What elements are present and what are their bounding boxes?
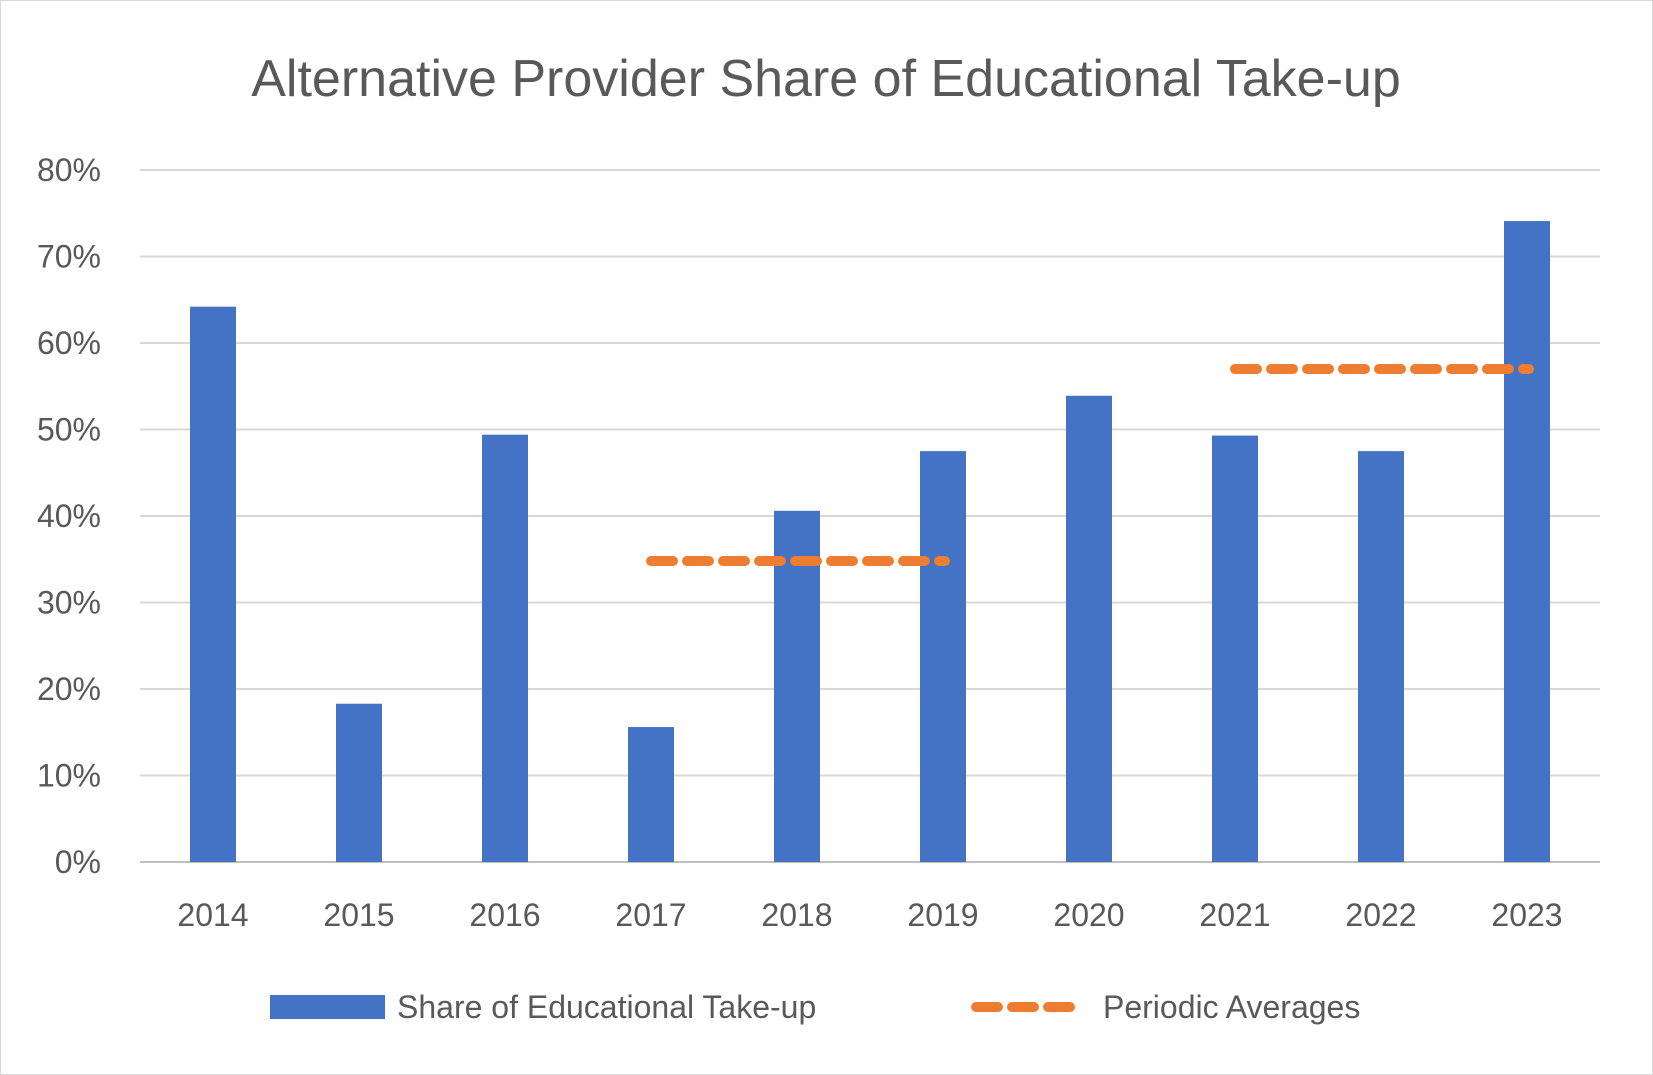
legend-swatch-bars <box>270 995 385 1019</box>
bar <box>190 306 236 862</box>
y-tick-label: 10% <box>37 758 101 794</box>
x-tick-label: 2015 <box>323 897 394 933</box>
bar <box>1066 395 1112 862</box>
y-tick-label: 80% <box>37 152 101 188</box>
x-tick-label: 2019 <box>907 897 978 933</box>
bar-series <box>190 221 1550 862</box>
x-tick-label: 2020 <box>1053 897 1124 933</box>
legend-label-bars: Share of Educational Take-up <box>397 989 816 1025</box>
chart-title: Alternative Provider Share of Educationa… <box>251 50 1400 108</box>
bar <box>920 451 966 862</box>
x-tick-label: 2017 <box>615 897 686 933</box>
x-axis-ticks: 2014 2015 2016 2017 2018 2019 2020 2021 2022 2023 <box>177 897 1562 933</box>
y-tick-label: 60% <box>37 325 101 361</box>
y-axis-ticks: 0% 10% 20% 30% 40% 50% 60% 70% 80% <box>37 152 101 880</box>
x-tick-label: 2023 <box>1491 897 1562 933</box>
x-tick-label: 2022 <box>1345 897 1416 933</box>
y-tick-label: 50% <box>37 412 101 448</box>
bar <box>1358 451 1404 862</box>
bar <box>1504 221 1550 862</box>
bar <box>628 727 674 862</box>
legend: Share of Educational Take-up Periodic Av… <box>270 989 1360 1025</box>
bar <box>774 510 820 862</box>
bar <box>482 434 528 862</box>
legend-label-averages: Periodic Averages <box>1103 989 1360 1025</box>
y-tick-label: 20% <box>37 671 101 707</box>
y-tick-label: 40% <box>37 498 101 534</box>
bar <box>336 703 382 862</box>
x-tick-label: 2021 <box>1199 897 1270 933</box>
x-tick-label: 2016 <box>469 897 540 933</box>
y-tick-label: 30% <box>37 585 101 621</box>
y-tick-label: 0% <box>55 844 101 880</box>
x-tick-label: 2018 <box>761 897 832 933</box>
gridlines <box>140 169 1600 863</box>
average-series <box>646 363 1534 566</box>
y-tick-label: 70% <box>37 239 101 275</box>
x-tick-label: 2014 <box>177 897 248 933</box>
bar <box>1212 435 1258 862</box>
